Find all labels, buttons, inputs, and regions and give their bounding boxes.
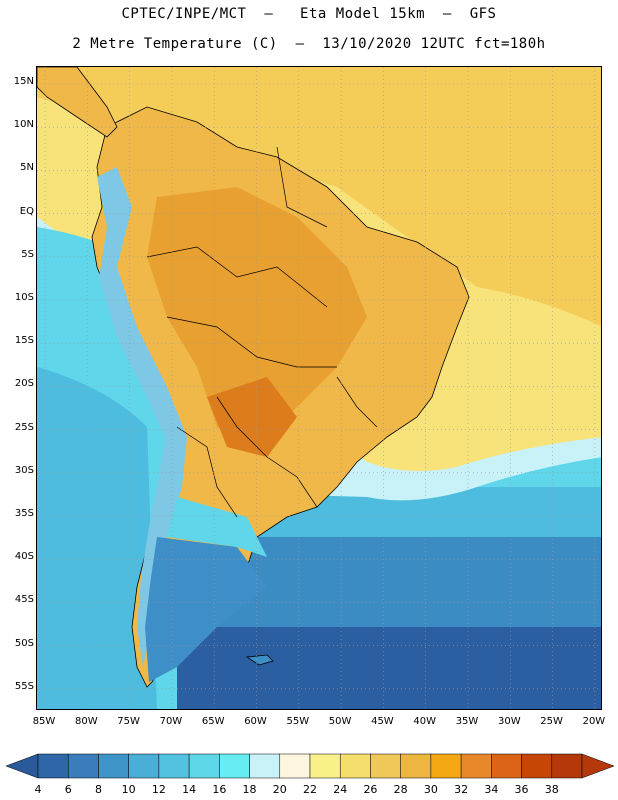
chaco-hot-spot	[207, 377, 297, 457]
colorbar-label: 12	[151, 783, 166, 796]
lon-label-65w: 65W	[201, 716, 225, 727]
colorbar-label: 6	[64, 783, 72, 796]
colorbar-swatch	[370, 753, 401, 779]
lon-label-25w: 25W	[540, 716, 563, 727]
colorbar-label: 4	[34, 783, 42, 796]
colorbar-high-arrow	[581, 753, 615, 779]
colorbar-label: 26	[363, 783, 378, 796]
lat-label-45s: 45S	[14, 594, 34, 606]
colorbar-label: 34	[484, 783, 499, 796]
lat-label-25s: 25S	[14, 421, 34, 433]
lat-label-15s: 15S	[14, 335, 34, 347]
lat-label-50s: 50S	[14, 637, 34, 649]
colorbar-label: 36	[514, 783, 529, 796]
colorbar-swatch	[400, 753, 432, 779]
falkland-islands	[245, 654, 274, 666]
border-venezuela	[276, 146, 328, 228]
colorbar-label: 30	[423, 783, 438, 796]
border-states	[336, 376, 378, 428]
temperature-map	[36, 66, 602, 710]
colorbar-swatch	[521, 753, 553, 779]
lat-label-55s: 55S	[14, 680, 34, 692]
lon-label-60w: 60W	[244, 716, 267, 727]
lat-label-15n: 15N	[13, 76, 34, 87]
country-borders	[146, 146, 378, 518]
colorbar-swatch	[339, 753, 371, 779]
colorbar-low-arrow	[5, 753, 39, 779]
pampas-mild-region	[167, 497, 267, 557]
lon-label-75w: 75W	[117, 716, 140, 727]
colorbar-label: 22	[303, 783, 317, 796]
lon-label-70w: 70W	[159, 716, 183, 727]
lon-label-40w: 40W	[413, 716, 436, 727]
lat-label-5s: 5S	[21, 248, 34, 260]
colorbar-label: 28	[393, 783, 408, 796]
lat-label-40s: 40S	[14, 551, 34, 563]
colorbar-label: 16	[212, 783, 227, 796]
pacific-cold	[37, 367, 157, 709]
lon-label-20w: 20W	[582, 716, 606, 727]
lon-label-85w: 85W	[32, 716, 56, 727]
border-paraguay	[216, 396, 318, 508]
colorbar-swatch	[551, 753, 583, 779]
colorbar-swatch	[37, 753, 69, 779]
lat-label-5n: 5N	[20, 162, 34, 174]
colorbar-swatch	[219, 753, 250, 779]
lon-label-30w: 30W	[497, 716, 521, 727]
lon-label-45w: 45W	[371, 716, 394, 727]
lat-label-10n: 10N	[13, 119, 34, 131]
colorbar-label: 10	[121, 783, 136, 796]
interior-hot-region	[147, 187, 367, 447]
lat-label-35s: 35S	[14, 508, 34, 519]
colorbar	[5, 753, 615, 779]
map-title: CPTEC/INPE/MCT – Eta Model 15km – GFS	[121, 6, 497, 22]
colorbar-swatch	[188, 753, 220, 779]
patagonia-cold-region	[145, 537, 267, 682]
colorbar-swatch	[460, 753, 492, 779]
lat-label-20s: 20S	[14, 378, 34, 390]
colorbar-swatch	[430, 753, 462, 779]
colorbar-label: 24	[333, 783, 348, 796]
lon-label-50w: 50W	[328, 716, 352, 727]
lon-label-55w: 55W	[286, 716, 310, 727]
lon-label-80w: 80W	[74, 716, 98, 727]
colorbar-label: 20	[272, 783, 287, 796]
colorbar-label: 14	[182, 783, 197, 796]
colorbar-swatch	[158, 753, 190, 779]
colorbar-swatch	[98, 753, 129, 779]
border-center	[166, 316, 337, 368]
border-north	[146, 246, 328, 308]
map-subtitle: 2 Metre Temperature (C) – 13/10/2020 12U…	[72, 36, 546, 52]
colorbar-swatch	[491, 753, 522, 779]
colorbar-swatch	[128, 753, 160, 779]
colorbar-label: 32	[454, 783, 469, 796]
graticule	[37, 67, 601, 709]
lon-label-35w: 35W	[455, 716, 479, 727]
colorbar-swatch	[67, 753, 99, 779]
colorbar-label: 38	[544, 783, 559, 796]
lat-label-eq: EQ	[19, 205, 34, 217]
border-argentina-chile	[176, 426, 238, 518]
colorbar-swatch	[249, 753, 281, 779]
colorbar-label: 18	[242, 783, 257, 796]
central-america	[37, 67, 118, 138]
lat-label-10s: 10S	[14, 292, 34, 303]
lat-label-30s: 30S	[14, 464, 34, 476]
colorbar-swatch	[309, 753, 341, 779]
colorbar-label: 8	[94, 783, 102, 796]
colorbar-swatch	[279, 753, 311, 779]
map-canvas	[37, 67, 601, 709]
